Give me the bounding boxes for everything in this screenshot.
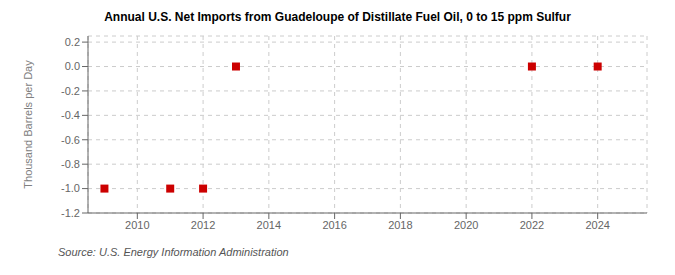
svg-text:0.2: 0.2 xyxy=(65,36,80,48)
html-text:Source: U.S. Energy Informatio: Source: U.S. Energy Information Administ… xyxy=(58,246,289,258)
svg-text:-1.0: -1.0 xyxy=(61,182,80,194)
svg-text:2012: 2012 xyxy=(191,219,215,231)
svg-text:2020: 2020 xyxy=(454,219,478,231)
svg-text:-0.6: -0.6 xyxy=(61,134,80,146)
svg-text:-0.4: -0.4 xyxy=(61,109,80,121)
svg-text:-1.2: -1.2 xyxy=(61,207,80,219)
svg-text:2022: 2022 xyxy=(520,219,544,231)
svg-text:2024: 2024 xyxy=(585,219,609,231)
svg-text:-0.2: -0.2 xyxy=(61,85,80,97)
svg-text:Thousand Barrels per Day: Thousand Barrels per Day xyxy=(22,60,34,189)
svg-text:-0.8: -0.8 xyxy=(61,158,80,170)
svg-text:0.0: 0.0 xyxy=(65,60,80,72)
svg-text:2018: 2018 xyxy=(388,219,412,231)
svg-text:2016: 2016 xyxy=(322,219,346,231)
html-text:Annual U.S. Net Imports from G: Annual U.S. Net Imports from Guadeloupe … xyxy=(104,10,571,24)
svg-text:2010: 2010 xyxy=(125,219,149,231)
svg-text:2014: 2014 xyxy=(257,219,281,231)
